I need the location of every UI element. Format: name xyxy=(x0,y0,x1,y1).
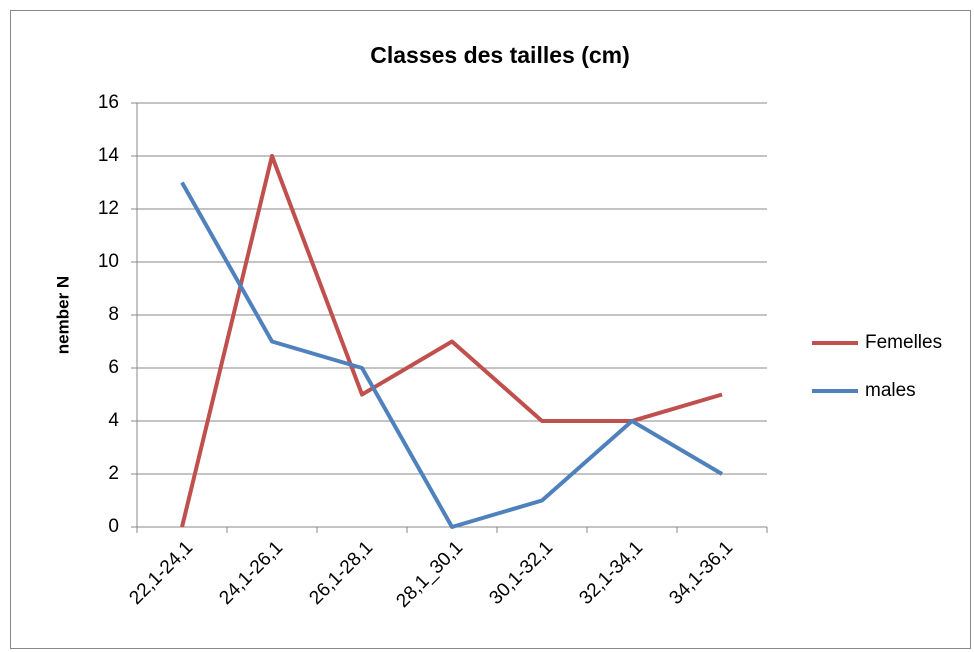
series-line xyxy=(180,181,724,529)
y-tick-label: 0 xyxy=(108,516,119,537)
y-axis-label: nember N xyxy=(53,276,72,354)
y-tick-label: 14 xyxy=(98,145,120,166)
legend-label: Femelles xyxy=(865,332,942,353)
y-tick-label: 8 xyxy=(108,304,119,325)
y-tick-label: 10 xyxy=(98,251,119,272)
legend-label: males xyxy=(865,380,916,401)
y-tick-label: 6 xyxy=(108,357,119,378)
y-tick-label: 16 xyxy=(98,92,119,113)
chart-border xyxy=(10,10,971,649)
y-tick-label: 4 xyxy=(108,410,119,431)
y-tick-label: 2 xyxy=(108,463,119,484)
y-tick-label: 12 xyxy=(98,198,119,219)
chart-title: Classes des tailles (cm) xyxy=(370,42,630,68)
